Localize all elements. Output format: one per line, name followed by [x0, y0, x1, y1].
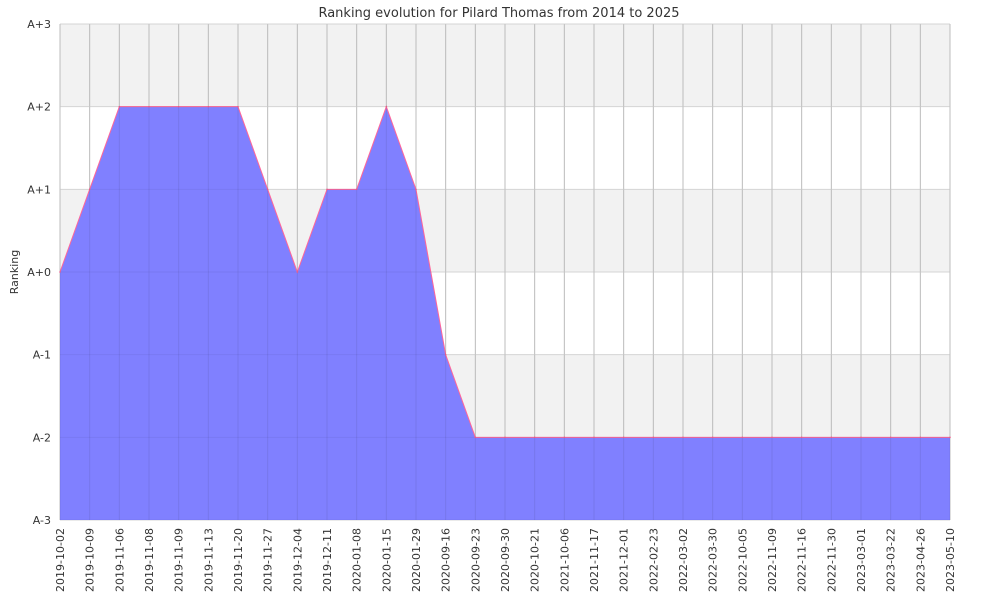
- data-point: [741, 436, 744, 439]
- x-tick-label: 2022-10-05: [736, 528, 749, 592]
- data-point: [504, 436, 506, 439]
- x-tick-label: 2019-12-04: [291, 528, 304, 592]
- x-tick-label: 2019-11-13: [202, 528, 215, 592]
- x-tick-label: 2019-10-02: [54, 528, 67, 592]
- data-point: [593, 436, 595, 439]
- y-tick-label: A+0: [27, 266, 51, 279]
- data-point: [711, 436, 714, 439]
- x-tick-label: 2023-03-01: [855, 528, 868, 592]
- y-tick-label: A-2: [33, 431, 51, 444]
- data-point: [889, 436, 892, 439]
- x-tick-label: 2020-10-21: [529, 528, 542, 592]
- data-point: [148, 105, 150, 108]
- y-tick-labels: A-3 A-2 A-1 A+0 A+1 A+2 A+3: [27, 18, 51, 527]
- y-tick-label: A-3: [33, 514, 51, 527]
- data-point: [177, 105, 180, 108]
- data-point: [355, 188, 358, 191]
- data-point: [622, 436, 625, 439]
- data-point: [88, 188, 91, 191]
- data-point: [533, 436, 536, 439]
- data-point: [860, 436, 862, 439]
- y-tick-label: A-1: [33, 349, 51, 362]
- data-point: [118, 105, 121, 108]
- series-area: [59, 23, 951, 521]
- x-tick-label: 2023-03-22: [885, 528, 898, 592]
- x-tick-label: 2021-10-06: [558, 528, 571, 592]
- series-area-fill: [60, 106, 950, 521]
- y-tick-label: A+1: [27, 183, 51, 196]
- x-tick-label: 2022-11-30: [825, 528, 838, 592]
- x-tick-label: 2020-01-29: [410, 528, 423, 592]
- data-point: [771, 436, 773, 439]
- data-point: [563, 436, 566, 439]
- data-point: [682, 436, 684, 439]
- data-point: [415, 188, 417, 191]
- x-tick-label: 2022-11-09: [766, 528, 779, 592]
- data-point: [385, 105, 388, 108]
- chart-title: Ranking evolution for Pilard Thomas from…: [318, 6, 679, 21]
- y-tick-label: A+3: [27, 18, 51, 31]
- x-tick-label: 2019-11-08: [143, 528, 156, 592]
- data-point: [207, 105, 210, 108]
- grid-overlay: [59, 23, 951, 521]
- x-tick-label: 2019-11-06: [113, 528, 126, 592]
- data-point: [949, 436, 951, 439]
- x-tick-label: 2020-09-16: [440, 528, 453, 592]
- y-axis-title: Ranking: [8, 250, 21, 295]
- x-tick-label: 2020-09-23: [469, 528, 482, 592]
- x-tick-label: 2023-05-10: [944, 528, 957, 592]
- x-tick-labels: 2019-10-02 2019-10-09 2019-11-06 2019-11-08…: [54, 528, 957, 592]
- data-point: [237, 105, 239, 108]
- x-tick-label: 2021-11-17: [588, 528, 601, 592]
- x-tick-label: 2022-03-30: [707, 528, 720, 592]
- y-tick-label: A+2: [27, 101, 51, 114]
- x-tick-label: 2019-10-09: [84, 528, 97, 592]
- data-point: [444, 353, 447, 356]
- data-point: [474, 436, 477, 439]
- x-tick-label: 2019-11-09: [173, 528, 186, 592]
- data-point: [919, 436, 922, 439]
- x-tick-label: 2020-09-30: [499, 528, 512, 592]
- x-tick-label: 2022-11-16: [796, 528, 809, 592]
- data-point: [800, 436, 803, 439]
- x-tick-label: 2021-12-01: [618, 528, 631, 592]
- data-point: [652, 436, 655, 439]
- x-tick-label: 2020-01-08: [351, 528, 364, 592]
- data-point: [830, 436, 833, 439]
- data-point: [296, 271, 299, 273]
- x-tick-label: 2019-11-20: [232, 528, 245, 592]
- data-point: [326, 188, 328, 191]
- x-tick-label: 2022-03-02: [677, 528, 690, 592]
- x-tick-label: 2019-12-11: [321, 528, 334, 592]
- x-tick-label: 2023-04-26: [914, 528, 927, 592]
- data-point: [59, 271, 61, 273]
- x-tick-label: 2019-11-27: [262, 528, 275, 592]
- x-tick-label: 2022-02-23: [647, 528, 660, 592]
- data-point: [266, 188, 269, 191]
- x-tick-label: 2020-01-15: [380, 528, 393, 592]
